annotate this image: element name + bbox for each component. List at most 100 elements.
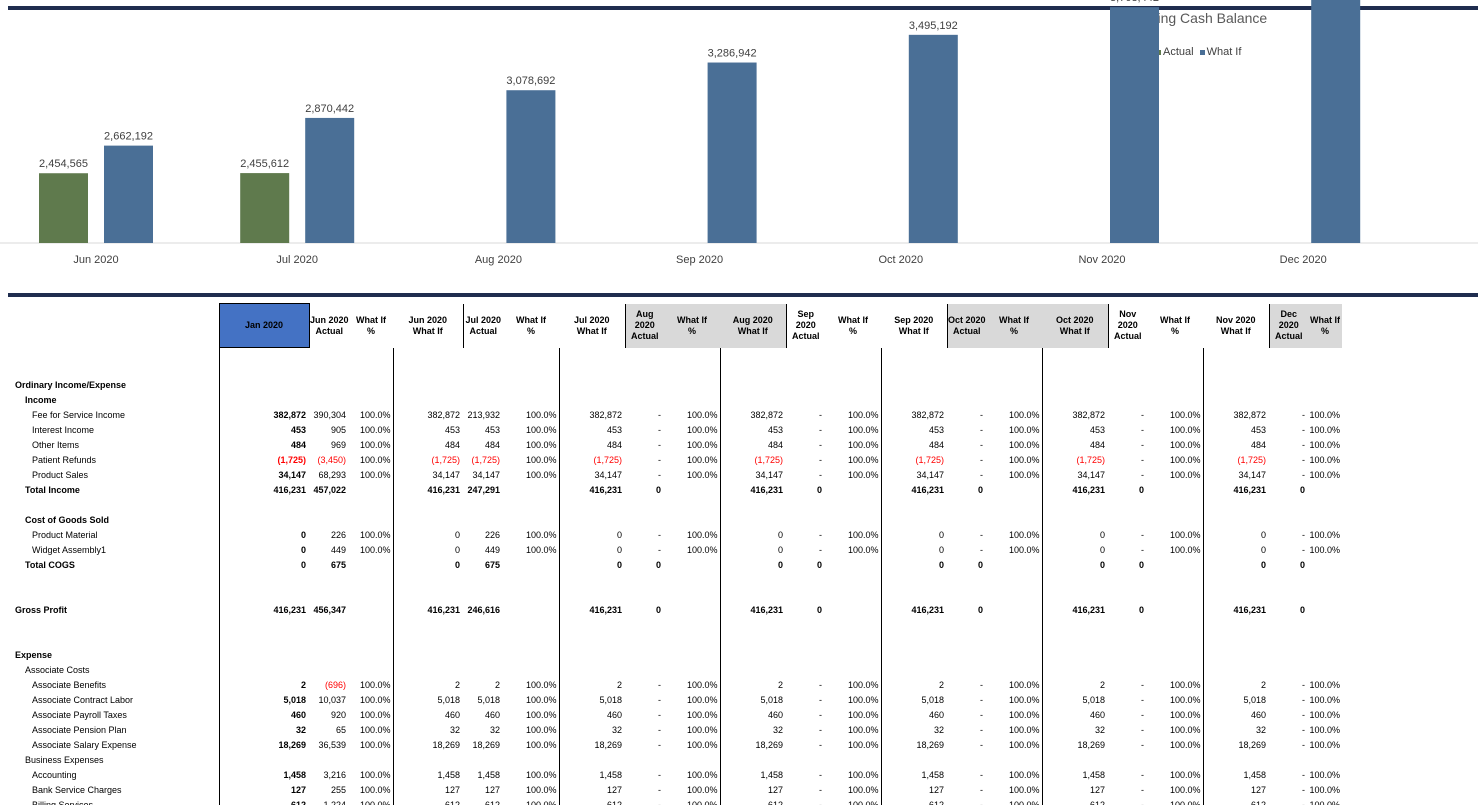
table-cell [664,573,720,588]
table-cell: 100.0% [1169,530,1201,540]
table-cell: - [658,410,661,420]
table-cell: 460 [719,708,786,723]
table-cell [719,663,786,678]
table-cell: 5,018 [558,693,625,708]
table-cell [349,363,393,378]
table-cell: 18,269 [218,738,309,753]
table-cell: 0 [558,543,625,558]
table-cell [664,348,720,364]
column-header: Jun 2020 What If [393,303,463,348]
table-cell: - [1302,800,1305,805]
table-cell [1147,378,1203,393]
table-cell: 456,347 [313,605,346,615]
table-cell [625,363,664,378]
table-cell: 0 [558,558,625,573]
table-cell: 920 [330,710,346,720]
table-cell: 0 [218,558,309,573]
table-cell: - [658,785,661,795]
table-cell: 1,458 [719,768,786,783]
table-cell [786,588,825,603]
row-label: Business Expenses [25,755,104,765]
table-cell: 100.0% [359,800,391,805]
table-cell [1041,663,1108,678]
table-cell [558,378,625,393]
table-row: Product Sales 34,147 68,293 100.0% 34,147 34,… [8,468,1342,483]
table-cell: 1,458 [558,768,625,783]
table-cell: 0 [1299,560,1305,570]
column-header: Jan 2020 [218,303,310,348]
row-label: Gross Profit [15,605,68,615]
table-cell: 100.0% [359,710,391,720]
table-cell: 100.0% [686,740,718,750]
table-cell: 100.0% [525,800,557,805]
table-cell [719,573,786,588]
table-cell: 416,231 [392,483,463,498]
table-cell: 0 [392,543,463,558]
data-label: 3,078,692 [506,75,555,87]
x-tick-label: Jun 2020 [73,254,118,266]
table-cell: 2 [494,680,500,690]
table-cell [1269,393,1308,408]
table-cell: 0 [719,528,786,543]
table-cell [719,347,786,363]
row-label: Associate Pension Plan [32,725,127,735]
table-cell: 100.0% [1309,785,1340,795]
table-cell: - [1141,785,1144,795]
table-cell: - [980,530,983,540]
table-cell: 905 [330,425,346,435]
table-cell [1308,618,1342,633]
table-cell: 0 [1041,543,1108,558]
table-cell [1041,753,1108,768]
table-cell [986,663,1042,678]
table-cell: (1,725) [1202,453,1269,468]
column-header-line1: Jul 2020 [573,314,610,325]
column-header: Oct 2020 Actual [946,303,986,348]
table-cell: - [1302,530,1305,540]
table-cell: 453 [719,423,786,438]
table-cell: 0 [977,560,983,570]
row-label [8,498,219,513]
table-cell [947,633,986,648]
table-cell: - [1302,545,1305,555]
table-cell [1202,633,1269,648]
table-cell [1269,648,1308,663]
table-cell [664,633,720,648]
table-cell: 100.0% [686,785,718,795]
table-cell: 100.0% [525,770,557,780]
table-cell: 0 [1138,605,1144,615]
table-cell: 68,293 [318,470,346,480]
table-cell [1041,378,1108,393]
table-cell [719,588,786,603]
table-cell: 213,932 [467,410,500,420]
table-cell: 100.0% [1008,455,1040,465]
table-cell [1202,347,1269,363]
table-cell [218,573,309,588]
table-cell [1269,633,1308,648]
table-cell: 2 [218,678,309,693]
table-cell: 10,037 [318,695,346,705]
column-header: Aug 2020 What If [720,303,786,348]
table-cell: 100.0% [525,680,557,690]
table-cell: - [1302,410,1305,420]
column-header-line2: % [1009,325,1018,336]
column-header: What If% [664,303,720,348]
table-cell: 0 [1041,558,1108,573]
table-cell [503,663,559,678]
table-cell: - [1302,455,1305,465]
table-row [8,618,1342,633]
table-cell: 2 [1202,678,1269,693]
table-cell: - [819,680,822,690]
table-cell [825,648,881,663]
table-cell: 612 [1202,798,1269,805]
table-cell [786,498,825,513]
table-cell [825,393,881,408]
table-cell: 484 [1041,438,1108,453]
table-cell [218,513,309,528]
table-cell: 1,458 [1202,768,1269,783]
table-cell: 453 [1202,423,1269,438]
table-cell: 100.0% [1309,545,1340,555]
table-cell [309,348,349,364]
table-cell [625,393,664,408]
table-cell [947,573,986,588]
table-cell: 416,231 [1041,603,1108,618]
